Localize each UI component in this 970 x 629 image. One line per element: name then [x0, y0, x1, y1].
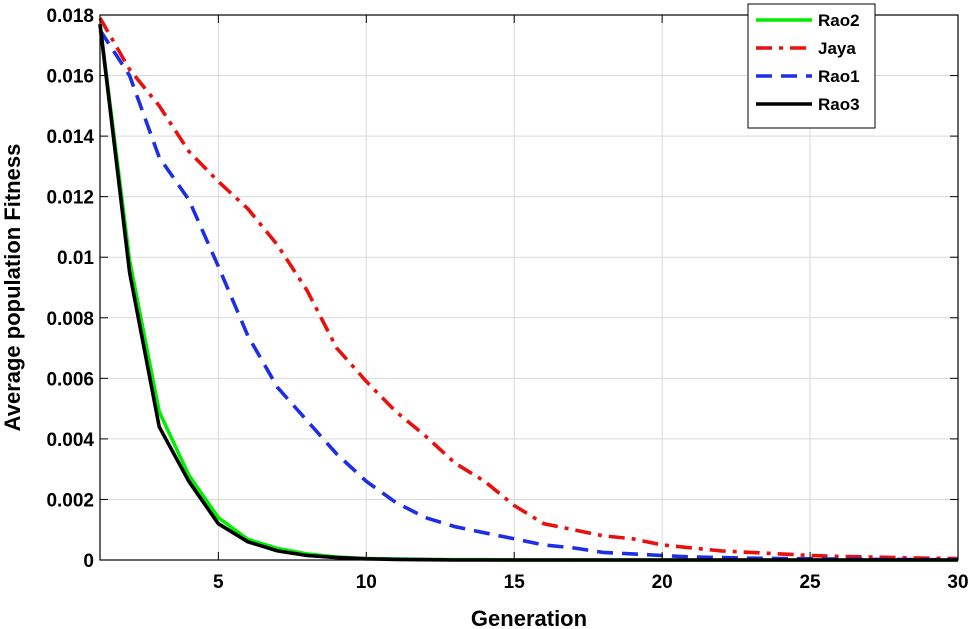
y-tick-label: 0.002 [46, 490, 94, 511]
x-tick-label: 10 [356, 572, 377, 593]
legend: Rao2 Jaya Rao1 Rao3 [747, 3, 876, 129]
x-tick-label: 25 [799, 572, 821, 593]
x-tick-label: 15 [504, 572, 526, 593]
legend-label-jaya: Jaya [818, 39, 856, 58]
y-tick-label: 0.016 [46, 67, 94, 88]
x-tick-label: 30 [947, 572, 968, 593]
y-tick-label: 0.004 [46, 430, 94, 451]
legend-label-rao3: Rao3 [818, 95, 860, 114]
legend-label-rao1: Rao1 [818, 67, 860, 86]
y-tick-label: 0.018 [46, 6, 94, 27]
grid [100, 14, 959, 561]
x-tick-label: 20 [652, 572, 673, 593]
legend-label-rao2: Rao2 [818, 11, 860, 30]
y-tick-label: 0.006 [46, 369, 94, 390]
x-tick-label: 5 [213, 572, 224, 593]
series-line-jaya [98, 17, 959, 561]
y-tick-label: 0.012 [46, 188, 94, 209]
plot-frame [99, 14, 959, 561]
x-axis-title: Generation [471, 606, 587, 629]
y-tick-label: 0.01 [57, 248, 94, 269]
y-tick-label: 0.014 [46, 127, 94, 148]
y-axis-title: Average population Fitness [0, 144, 25, 432]
axis-ticks: 5 10 15 20 25 30 0 0.002 0.004 0.006 0.008 0.01 0.01… [46, 6, 968, 593]
series-line-rao1 [98, 29, 958, 562]
y-tick-label: 0.008 [46, 309, 94, 330]
y-tick-label: 0 [83, 551, 94, 572]
legend-box [747, 3, 876, 129]
